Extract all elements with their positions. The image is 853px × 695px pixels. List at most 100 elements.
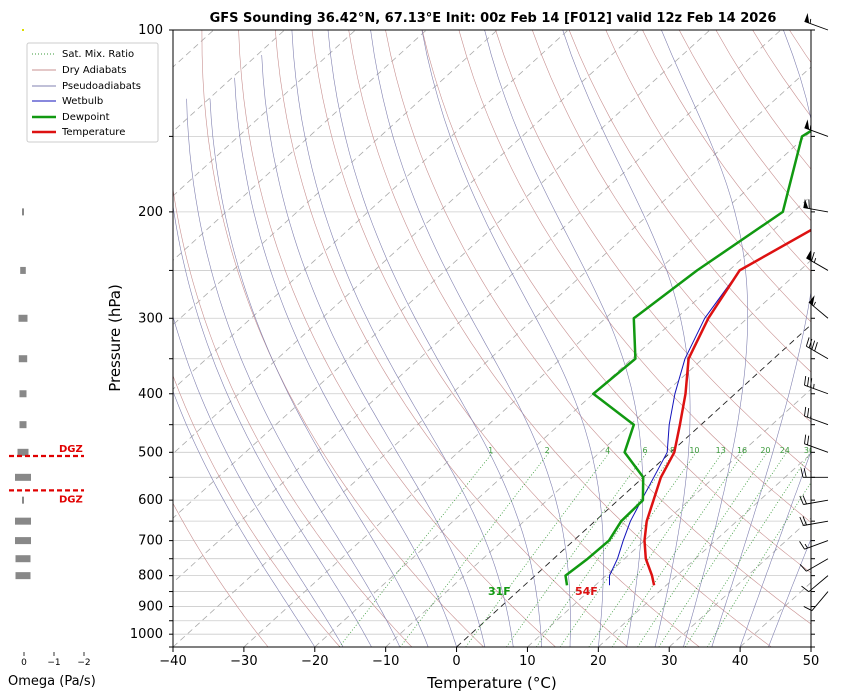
wind-barb — [806, 250, 829, 271]
wind-barb — [801, 575, 829, 593]
dry-adiabat — [238, 30, 556, 647]
sounding-series — [564, 129, 811, 586]
y-tick-label: 800 — [138, 569, 163, 584]
plot-frame — [172, 29, 812, 648]
isotherm — [314, 195, 811, 647]
mix-ratio-label: 8 — [670, 446, 675, 455]
omega-bar — [17, 448, 29, 456]
omega-bar — [18, 314, 28, 322]
x-tick-label: 10 — [519, 654, 536, 669]
wind-barb — [799, 558, 829, 572]
legend-box — [26, 42, 159, 143]
dry-adiabat — [311, 30, 700, 647]
dry-adiabat — [173, 502, 269, 647]
surface-temperature-label: 54F — [575, 585, 598, 598]
omega-bar — [15, 517, 31, 525]
omega-bar — [15, 555, 31, 563]
x-tick-label: −20 — [301, 654, 328, 669]
pseudoadiabat — [186, 98, 401, 647]
mix-ratio-label: 4 — [605, 446, 610, 455]
x-tick-label: 30 — [661, 654, 678, 669]
isotherm — [173, 30, 427, 261]
mix-ratio-label: 16 — [737, 446, 747, 455]
wind-barb — [805, 337, 829, 360]
legend-temperature: Temperature — [61, 127, 125, 138]
y-tick-label: 500 — [138, 445, 163, 460]
omega-axis-label: Omega (Pa/s) — [8, 674, 96, 689]
surface-dewpoint-label: 31F — [488, 585, 511, 598]
wind-barb — [804, 119, 829, 137]
isotherm — [173, 30, 498, 326]
isotherm — [173, 30, 711, 519]
x-tick-label: 50 — [803, 654, 820, 669]
mix-ratio-label: 2 — [545, 446, 550, 455]
axes: −40 −30 −20 −10 0 10 20 30 40 50 100 200 300 400 500 60… — [130, 23, 819, 669]
mix-ratio-line — [338, 452, 494, 647]
dewpoint-line — [564, 129, 811, 586]
isotherm — [173, 66, 811, 647]
omega-bar — [15, 572, 31, 580]
y-tick-label: 700 — [138, 534, 163, 549]
pseudoadiabat — [173, 203, 372, 647]
pseudoadiabat — [768, 538, 811, 647]
isotherm — [385, 259, 811, 647]
omega-bar — [15, 473, 31, 481]
legend-dry-adiabats: Dry Adiabats — [62, 65, 126, 76]
mix-ratio-line — [588, 452, 723, 647]
dry-adiabat — [715, 30, 811, 170]
temperature-line — [643, 228, 811, 586]
isotherm — [173, 30, 782, 584]
mix-ratio-label: 6 — [642, 446, 647, 455]
pseudoadiabat — [261, 54, 486, 647]
dry-adiabat — [752, 30, 811, 118]
y-tick-label: 100 — [138, 23, 163, 38]
mix-ratio-label: 30 — [804, 446, 814, 455]
y-tick-label: 300 — [138, 311, 163, 326]
mix-ratio-label: 10 — [689, 446, 699, 455]
pseudoadiabat — [173, 390, 316, 647]
omega-bar — [22, 496, 24, 504]
pseudoadiabat — [327, 30, 542, 647]
isotherm — [527, 388, 811, 647]
legend-dewpoint: Dewpoint — [62, 112, 110, 123]
dry-adiabat — [275, 30, 628, 647]
dgz-label: DGZ — [59, 444, 83, 455]
dry-adiabat — [201, 30, 484, 647]
x-tick-label: −30 — [230, 654, 257, 669]
wind-barb — [808, 295, 829, 319]
y-tick-label: 600 — [138, 493, 163, 508]
dry-adiabat — [826, 30, 853, 647]
x-tick-label: −10 — [372, 654, 399, 669]
pseudoadiabat — [661, 30, 749, 647]
pseudoadiabat — [291, 30, 514, 647]
omega-tick-label: −2 — [77, 658, 90, 668]
dry-adiabat — [532, 30, 811, 423]
omega-tick-label: 0 — [21, 658, 27, 668]
wind-barb — [804, 13, 829, 31]
omega-bar — [20, 266, 26, 274]
y-axis-label: Pressure (hPa) — [106, 284, 124, 392]
dry-adiabat — [495, 30, 811, 473]
mix-ratio-line — [399, 452, 550, 647]
wind-barb — [804, 406, 829, 426]
dry-adiabat — [421, 30, 811, 574]
mix-ratio-line — [465, 452, 610, 647]
mix-ratio-line — [611, 452, 745, 647]
dry-adiabat — [348, 30, 772, 647]
zero-isotherm — [456, 324, 811, 647]
mix-ratio-line — [637, 452, 768, 647]
x-tick-label: 40 — [732, 654, 749, 669]
omega-bar — [15, 537, 31, 545]
dry-adiabat — [385, 30, 811, 625]
mix-ratio-line — [706, 481, 811, 647]
x-tick-label: 20 — [590, 654, 607, 669]
mix-ratio-line — [559, 452, 697, 647]
omega-tick-label: −1 — [47, 658, 60, 668]
chart-title: GFS Sounding 36.42°N, 67.13°E Init: 00z … — [210, 11, 777, 26]
wind-barb — [803, 591, 829, 612]
mix-ratio-label: 13 — [716, 446, 726, 455]
omega-bar — [22, 208, 24, 216]
x-tick-label: 0 — [452, 654, 460, 669]
pseudoadiabat — [739, 450, 811, 647]
legend-pseudoadiabats: Pseudoadiabats — [62, 81, 141, 92]
